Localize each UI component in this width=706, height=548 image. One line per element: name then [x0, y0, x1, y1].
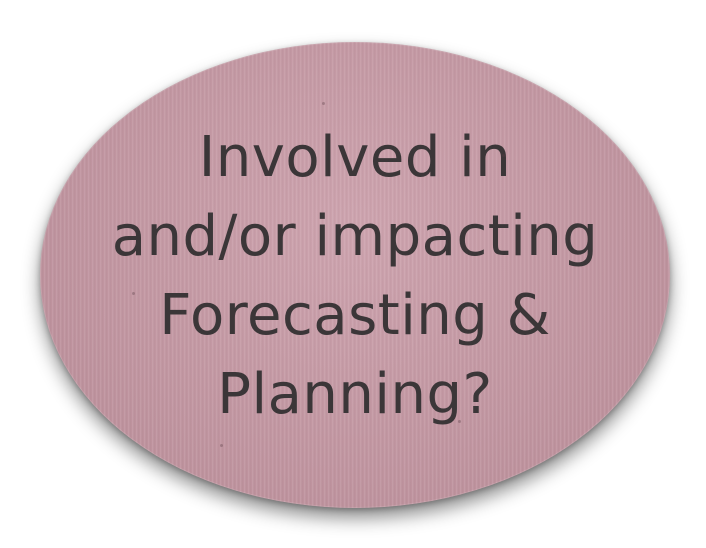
- badge-line-3: Forecasting &: [159, 283, 551, 348]
- texture-speck: [220, 444, 223, 447]
- badge-line-1: Involved in: [198, 125, 512, 190]
- badge-line-4: Planning?: [217, 362, 493, 427]
- texture-speck: [132, 292, 135, 295]
- badge-question-text: Involved in and/or impacting Forecasting…: [112, 118, 599, 434]
- texture-speck: [458, 420, 461, 423]
- texture-speck: [322, 102, 325, 105]
- texture-speck: [502, 154, 505, 157]
- badge-line-2: and/or impacting: [111, 204, 599, 269]
- question-badge: Involved in and/or impacting Forecasting…: [40, 42, 670, 508]
